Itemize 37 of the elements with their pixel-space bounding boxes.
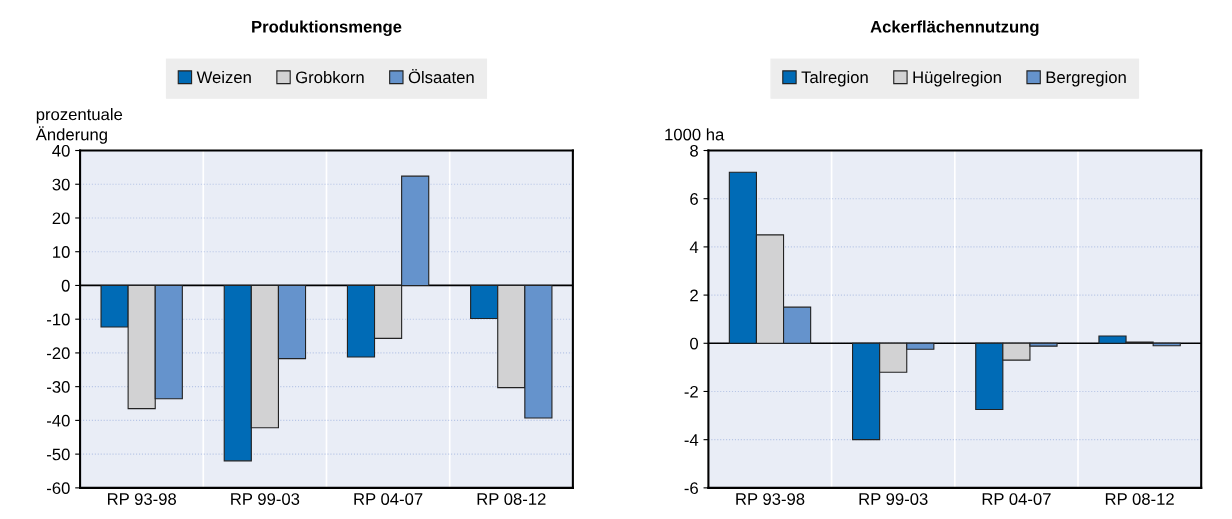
y-tick-label: -4 [684, 434, 699, 446]
y-tick-label: -50 [47, 448, 70, 461]
legend-label: Hügelregion [913, 70, 1001, 87]
x-tick-label: RP 99-03 [859, 493, 928, 505]
y-tick-label: -6 [684, 482, 698, 495]
y-tick-label: 8 [690, 144, 698, 157]
y-tick-label: 40 [52, 144, 70, 157]
y-axis-title: 1000 ha [665, 128, 725, 141]
x-tick-label: RP 08-12 [477, 493, 546, 505]
y-tick-label: -60 [47, 482, 70, 495]
y-tick-label: 10 [53, 246, 70, 258]
y-tick-label: -40 [47, 414, 70, 427]
y-tick-label: 0 [690, 337, 699, 350]
chart-title: Ackerflächennutzung [870, 20, 1039, 36]
x-tick-label: RP 99-03 [231, 493, 300, 505]
y-tick-label: 30 [52, 178, 70, 191]
x-tick-label: RP 08-12 [1105, 493, 1174, 505]
chart-title: Produktionsmenge [252, 20, 402, 36]
y-tick-label: -2 [684, 385, 698, 398]
y-tick-label: 20 [52, 212, 70, 225]
x-tick-label: RP 93-98 [107, 493, 177, 505]
legend-label: Grobkorn [296, 70, 364, 84]
y-tick-label: 4 [689, 241, 699, 253]
y-axis-title: prozentuale Änderung [35, 108, 123, 144]
y-tick-label: 0 [61, 279, 70, 292]
y-tick-label: -30 [47, 381, 70, 393]
legend-label: Weizen [196, 70, 251, 84]
x-tick-label: RP 04-07 [982, 493, 1051, 505]
x-tick-label: RP 93-98 [736, 493, 805, 505]
y-tick-label: -10 [47, 313, 70, 326]
y-tick-label: 2 [690, 289, 698, 302]
x-tick-label: RP 04-07 [354, 493, 423, 505]
legend-label: Talregion [801, 70, 868, 87]
legend-label: Ölsaaten [408, 69, 474, 84]
y-tick-label: 6 [690, 193, 698, 205]
y-tick-label: -20 [47, 347, 70, 360]
legend-label: Bergregion [1046, 70, 1126, 87]
